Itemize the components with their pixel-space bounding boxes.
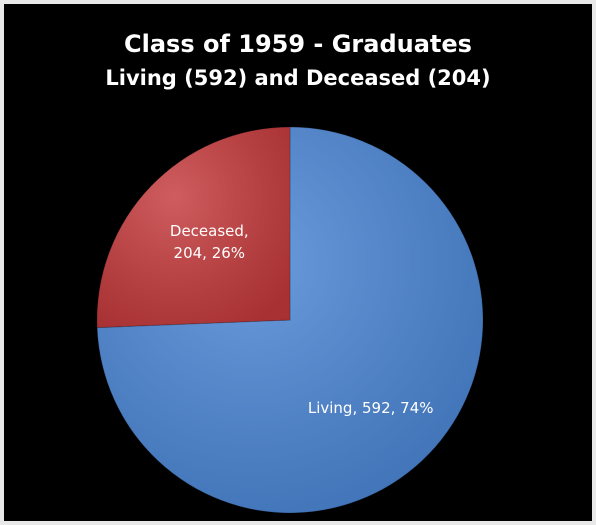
data-label: Deceased, 204, 26%	[169, 222, 249, 263]
chart-subtitle: Living (592) and Deceased (204)	[105, 66, 491, 90]
chart: Class of 1959 - Graduates Living (592) a…	[4, 4, 592, 521]
data-label: Living, 592, 74%	[307, 398, 434, 417]
slice-shade	[96, 127, 290, 328]
slice-shade	[97, 127, 483, 513]
plot-area	[96, 126, 484, 514]
chart-title: Class of 1959 - Graduates	[124, 30, 472, 58]
